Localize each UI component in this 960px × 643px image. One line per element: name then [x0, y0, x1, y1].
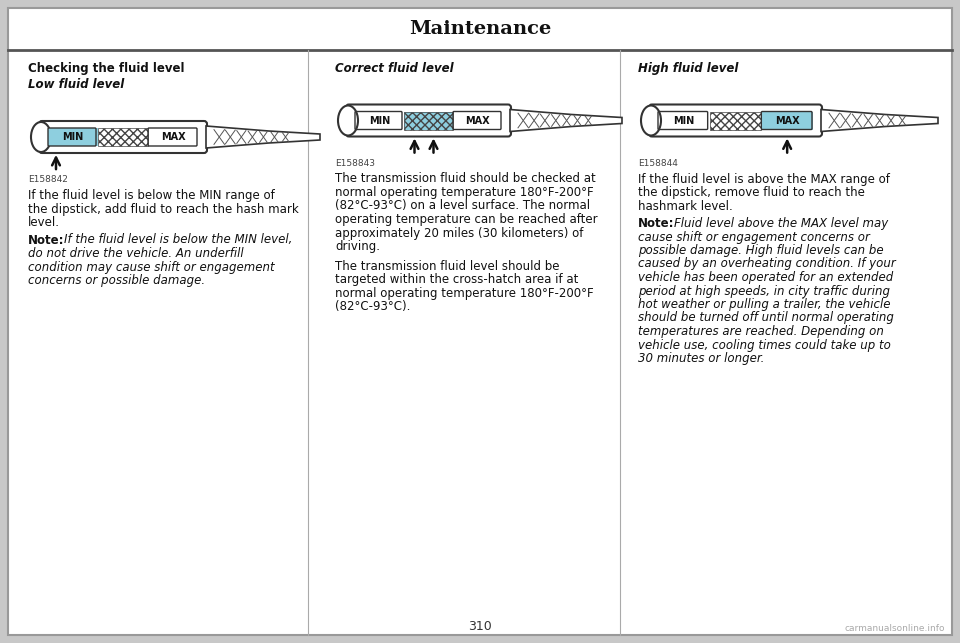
Text: (82°C-93°C) on a level surface. The normal: (82°C-93°C) on a level surface. The norm…	[335, 199, 590, 212]
Polygon shape	[821, 109, 938, 132]
Text: vehicle use, cooling times could take up to: vehicle use, cooling times could take up…	[638, 338, 891, 352]
Text: Maintenance: Maintenance	[409, 20, 551, 38]
Text: If the fluid level is below the MIN level,: If the fluid level is below the MIN leve…	[64, 233, 293, 246]
FancyBboxPatch shape	[649, 105, 822, 136]
Text: period at high speeds, in city traffic during: period at high speeds, in city traffic d…	[638, 284, 890, 298]
Text: Checking the fluid level: Checking the fluid level	[28, 62, 184, 75]
Text: level.: level.	[28, 216, 60, 229]
Text: hot weather or pulling a trailer, the vehicle: hot weather or pulling a trailer, the ve…	[638, 298, 891, 311]
Text: operating temperature can be reached after: operating temperature can be reached aft…	[335, 213, 598, 226]
Text: concerns or possible damage.: concerns or possible damage.	[28, 274, 205, 287]
Text: MAX: MAX	[160, 132, 185, 142]
Text: should be turned off until normal operating: should be turned off until normal operat…	[638, 311, 894, 325]
Text: driving.: driving.	[335, 240, 380, 253]
Text: The transmission fluid should be checked at: The transmission fluid should be checked…	[335, 172, 596, 185]
Text: E158844: E158844	[638, 159, 678, 167]
Text: Note:: Note:	[28, 233, 64, 246]
Bar	[404, 111, 453, 129]
Ellipse shape	[338, 105, 358, 136]
Text: If the fluid level is below the MIN range of: If the fluid level is below the MIN rang…	[28, 189, 275, 202]
Text: High fluid level: High fluid level	[638, 62, 738, 75]
Bar	[48, 128, 98, 146]
Text: MIN: MIN	[62, 132, 84, 142]
Text: Correct fluid level: Correct fluid level	[335, 62, 454, 75]
Text: condition may cause shift or engagement: condition may cause shift or engagement	[28, 260, 275, 273]
Text: The transmission fluid level should be: The transmission fluid level should be	[335, 260, 560, 273]
Ellipse shape	[31, 122, 51, 152]
Text: hashmark level.: hashmark level.	[638, 199, 732, 212]
Text: cause shift or engagement concerns or: cause shift or engagement concerns or	[638, 230, 870, 244]
Text: E158843: E158843	[335, 159, 375, 167]
Text: caused by an overheating condition. If your: caused by an overheating condition. If y…	[638, 257, 896, 271]
FancyBboxPatch shape	[346, 105, 511, 136]
Text: possible damage. High fluid levels can be: possible damage. High fluid levels can b…	[638, 244, 883, 257]
Text: Low fluid level: Low fluid level	[28, 78, 124, 91]
Text: the dipstick, remove fluid to reach the: the dipstick, remove fluid to reach the	[638, 186, 865, 199]
Text: the dipstick, add fluid to reach the hash mark: the dipstick, add fluid to reach the has…	[28, 203, 299, 215]
Text: normal operating temperature 180°F-200°F: normal operating temperature 180°F-200°F	[335, 186, 593, 199]
Bar	[98, 128, 148, 146]
Text: targeted within the cross-hatch area if at: targeted within the cross-hatch area if …	[335, 273, 578, 286]
Ellipse shape	[641, 105, 661, 136]
Text: normal operating temperature 180°F-200°F: normal operating temperature 180°F-200°F	[335, 287, 593, 300]
Text: MAX: MAX	[466, 116, 490, 125]
Text: 310: 310	[468, 620, 492, 633]
Text: MIN: MIN	[369, 116, 390, 125]
Text: If the fluid level is above the MAX range of: If the fluid level is above the MAX rang…	[638, 172, 890, 185]
Text: MIN: MIN	[673, 116, 694, 125]
Text: Fluid level above the MAX level may: Fluid level above the MAX level may	[674, 217, 888, 230]
Text: do not drive the vehicle. An underfill: do not drive the vehicle. An underfill	[28, 247, 244, 260]
Text: E158842: E158842	[28, 175, 68, 184]
Bar	[404, 111, 453, 129]
Text: (82°C-93°C).: (82°C-93°C).	[335, 300, 410, 313]
Polygon shape	[510, 109, 622, 132]
Bar	[709, 111, 761, 129]
Text: 30 minutes or longer.: 30 minutes or longer.	[638, 352, 764, 365]
Text: MAX: MAX	[775, 116, 800, 125]
Polygon shape	[206, 126, 320, 148]
Text: temperatures are reached. Depending on: temperatures are reached. Depending on	[638, 325, 884, 338]
Bar	[761, 111, 813, 129]
Text: approximately 20 miles (30 kilometers) of: approximately 20 miles (30 kilometers) o…	[335, 226, 584, 239]
Text: vehicle has been operated for an extended: vehicle has been operated for an extende…	[638, 271, 893, 284]
Text: Note:: Note:	[638, 217, 675, 230]
Text: carmanualsonline.info: carmanualsonline.info	[845, 624, 945, 633]
FancyBboxPatch shape	[39, 121, 207, 153]
